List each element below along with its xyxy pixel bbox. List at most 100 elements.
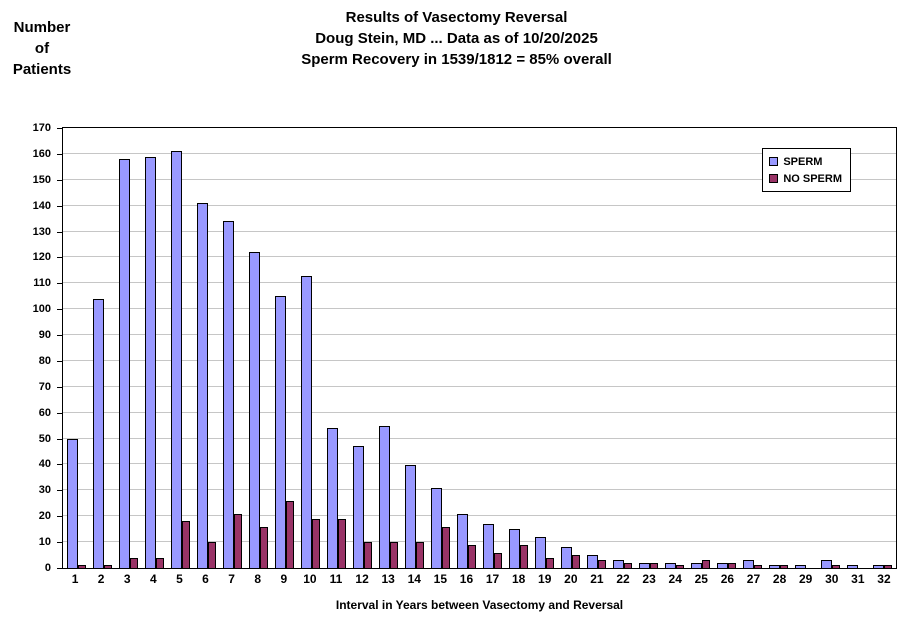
bar-sperm-1 bbox=[66, 438, 78, 568]
y-tick-label-40: 40 bbox=[38, 458, 51, 471]
y-tick-mark-120 bbox=[57, 257, 62, 259]
bar-group-21 bbox=[584, 128, 610, 568]
x-tick-label-30: 30 bbox=[825, 572, 839, 586]
x-tick-label-7: 7 bbox=[228, 572, 235, 586]
chart-title-line-2: Doug Stein, MD ... Data as of 10/20/2025 bbox=[315, 30, 598, 47]
y-tick-label-100: 100 bbox=[32, 303, 51, 316]
y-axis-title: Number of Patients bbox=[6, 17, 78, 80]
x-tick-label-12: 12 bbox=[355, 572, 369, 586]
bar-sperm-16 bbox=[456, 513, 468, 568]
x-tick-label-10: 10 bbox=[303, 572, 317, 586]
y-tick-mark-140 bbox=[57, 205, 62, 207]
x-tick-label-24: 24 bbox=[668, 572, 682, 586]
y-tick-label-80: 80 bbox=[38, 354, 51, 367]
bar-group-20 bbox=[558, 128, 584, 568]
y-tick-mark-150 bbox=[57, 179, 62, 181]
bar-sperm-27 bbox=[743, 560, 755, 568]
y-tick-mark-30 bbox=[57, 490, 62, 492]
bar-group-24 bbox=[662, 128, 688, 568]
gridline-80 bbox=[63, 359, 896, 361]
plot-area: SPERM NO SPERM bbox=[62, 127, 897, 569]
bar-no-sperm-20 bbox=[572, 555, 581, 568]
x-tick-label-27: 27 bbox=[746, 572, 761, 586]
chart-title-line-1: Results of Vasectomy Reversal bbox=[345, 9, 568, 26]
bar-sperm-21 bbox=[587, 555, 599, 568]
bar-group-2 bbox=[89, 128, 115, 568]
gridline-90 bbox=[63, 334, 896, 336]
x-tick-label-6: 6 bbox=[202, 572, 209, 586]
bar-group-25 bbox=[688, 128, 714, 568]
bar-sperm-24 bbox=[665, 562, 677, 568]
gridline-50 bbox=[63, 437, 896, 439]
y-tick-mark-160 bbox=[57, 153, 62, 155]
bar-group-8 bbox=[245, 128, 271, 568]
bar-no-sperm-9 bbox=[285, 500, 294, 568]
y-tick-mark-0 bbox=[57, 568, 62, 569]
bar-sperm-17 bbox=[483, 524, 495, 568]
legend-label-no-sperm: NO SPERM bbox=[783, 172, 842, 185]
bar-no-sperm-13 bbox=[389, 542, 398, 568]
x-tick-label-3: 3 bbox=[123, 572, 131, 586]
y-tick-mark-130 bbox=[57, 231, 62, 233]
bar-group-30 bbox=[818, 128, 844, 568]
bar-no-sperm-21 bbox=[598, 560, 607, 568]
bar-no-sperm-1 bbox=[77, 565, 86, 568]
y-tick-label-120: 120 bbox=[32, 251, 51, 264]
y-axis-title-line-2: of bbox=[34, 40, 50, 57]
bar-group-26 bbox=[714, 128, 740, 568]
gridline-110 bbox=[63, 282, 896, 284]
bar-group-12 bbox=[349, 128, 375, 568]
x-tick-label-9: 9 bbox=[280, 572, 288, 586]
y-tick-label-160: 160 bbox=[32, 147, 51, 160]
bar-no-sperm-26 bbox=[728, 562, 737, 568]
y-tick-label-70: 70 bbox=[38, 380, 51, 393]
gridline-10 bbox=[63, 541, 896, 543]
bar-sperm-14 bbox=[404, 464, 416, 568]
bar-group-19 bbox=[532, 128, 558, 568]
bar-no-sperm-19 bbox=[546, 557, 555, 568]
y-tick-label-50: 50 bbox=[38, 432, 51, 445]
y-tick-label-20: 20 bbox=[38, 510, 51, 523]
bar-no-sperm-25 bbox=[702, 560, 711, 568]
y-tick-label-110: 110 bbox=[33, 277, 51, 290]
bar-no-sperm-5 bbox=[181, 521, 190, 568]
legend-entry-no-sperm: NO SPERM bbox=[769, 170, 842, 187]
bar-no-sperm-2 bbox=[103, 565, 112, 568]
bar-group-32 bbox=[870, 128, 896, 568]
x-tick-label-26: 26 bbox=[720, 572, 735, 586]
y-tick-mark-80 bbox=[57, 360, 62, 362]
x-tick-label-5: 5 bbox=[176, 572, 183, 586]
bar-group-11 bbox=[323, 128, 349, 568]
bar-no-sperm-3 bbox=[129, 557, 138, 568]
x-tick-label-23: 23 bbox=[642, 572, 656, 586]
bar-no-sperm-15 bbox=[441, 526, 450, 568]
y-axis-title-line-3: Patients bbox=[12, 61, 72, 78]
bar-group-4 bbox=[141, 128, 167, 568]
bar-sperm-29 bbox=[795, 565, 807, 568]
bar-no-sperm-28 bbox=[780, 565, 789, 568]
y-tick-label-10: 10 bbox=[38, 536, 51, 549]
chart-title: Results of Vasectomy Reversal Doug Stein… bbox=[120, 7, 793, 70]
y-tick-label-90: 90 bbox=[38, 329, 51, 342]
bar-no-sperm-6 bbox=[207, 542, 216, 568]
y-tick-mark-70 bbox=[57, 386, 62, 388]
y-tick-mark-20 bbox=[57, 516, 62, 518]
x-tick-label-17: 17 bbox=[485, 572, 500, 586]
bar-sperm-23 bbox=[639, 562, 651, 568]
gridline-20 bbox=[63, 515, 896, 517]
y-tick-label-60: 60 bbox=[38, 406, 51, 419]
bar-group-27 bbox=[740, 128, 766, 568]
gridline-70 bbox=[63, 385, 896, 387]
y-tick-label-30: 30 bbox=[38, 484, 51, 497]
x-tick-label-32: 32 bbox=[877, 572, 891, 586]
x-tick-label-22: 22 bbox=[616, 572, 630, 586]
bar-sperm-20 bbox=[561, 547, 573, 568]
gridline-30 bbox=[63, 489, 896, 491]
legend: SPERM NO SPERM bbox=[762, 148, 851, 192]
gridline-150 bbox=[63, 178, 896, 180]
bar-group-29 bbox=[792, 128, 818, 568]
bar-sperm-3 bbox=[118, 159, 130, 568]
bar-sperm-31 bbox=[847, 565, 859, 568]
bar-group-22 bbox=[610, 128, 636, 568]
